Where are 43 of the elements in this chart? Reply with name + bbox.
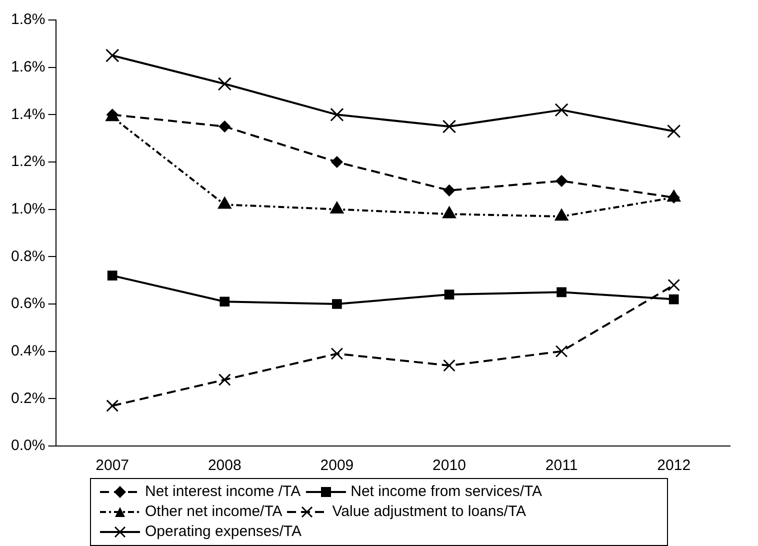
y-tick-label: 0.4% xyxy=(10,342,46,360)
y-tick-label: 1.2% xyxy=(10,153,46,170)
x-tick-label: 2007 xyxy=(96,457,130,474)
point xyxy=(106,400,119,412)
point xyxy=(554,103,568,117)
point xyxy=(220,296,230,307)
legend-label: Value adjustment to loans/TA xyxy=(332,502,526,522)
point xyxy=(668,278,680,292)
point xyxy=(444,290,454,300)
y-tick-label: 1.0% xyxy=(10,200,46,218)
legend-label: Net interest income /TA xyxy=(145,482,301,502)
x-tick-label: 2010 xyxy=(432,457,466,474)
point xyxy=(218,374,231,386)
y-tick-label: 1.4% xyxy=(10,106,46,123)
x-tick-label: 2011 xyxy=(545,457,578,474)
y-tick-label: 1.6% xyxy=(10,58,46,76)
point xyxy=(332,299,342,309)
point xyxy=(556,175,568,187)
y-tick-label: 0.8% xyxy=(10,248,46,265)
x-tick-label: 2008 xyxy=(208,457,242,474)
point xyxy=(555,345,568,358)
y-tick-label: 0.6% xyxy=(10,295,46,312)
y-tick-label: 0.2% xyxy=(10,390,46,407)
x-tick-label: 2012 xyxy=(657,457,691,474)
y-tick-label: 0.0% xyxy=(10,437,46,454)
point xyxy=(443,359,456,372)
point xyxy=(218,120,230,132)
point xyxy=(330,108,344,122)
point xyxy=(331,156,343,168)
x-tick-label: 2009 xyxy=(320,457,354,474)
point xyxy=(107,270,118,281)
point xyxy=(442,120,456,134)
y-tick-label: 1.8% xyxy=(10,11,46,28)
point xyxy=(667,124,681,138)
point xyxy=(106,48,120,62)
point xyxy=(443,184,455,196)
legend-label: Operating expenses/TA xyxy=(145,522,302,542)
point xyxy=(668,294,679,304)
legend-label: Other net income/TA xyxy=(145,502,282,522)
point xyxy=(330,348,344,360)
legend-label: Net income from services/TA xyxy=(350,482,542,502)
point xyxy=(218,77,232,91)
point xyxy=(556,287,566,298)
